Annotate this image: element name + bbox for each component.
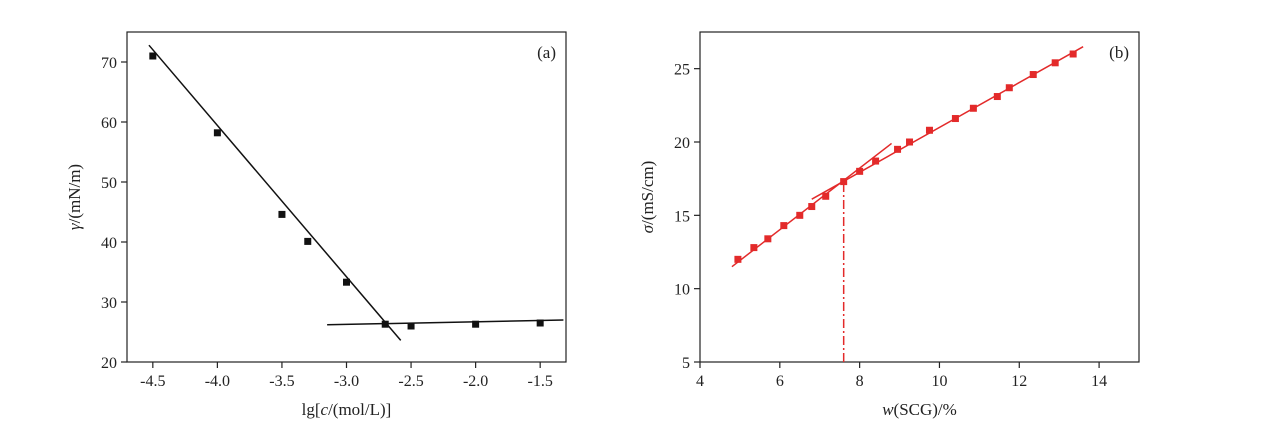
data-point xyxy=(1069,50,1077,58)
y-tick-label: 20 xyxy=(101,355,117,372)
data-point xyxy=(894,145,902,153)
data-point xyxy=(304,237,312,245)
data-point xyxy=(750,244,758,252)
y-axis-title: σ/(mS/cm) xyxy=(638,161,657,234)
y-tick-label: 15 xyxy=(674,208,690,225)
y-axis-title: γ/(mN/m) xyxy=(65,164,84,230)
data-point xyxy=(1005,84,1013,92)
plot-frame xyxy=(126,31,567,363)
x-tick-label: 8 xyxy=(856,373,864,390)
y-tick-label: 70 xyxy=(101,55,117,72)
x-tick-label: -4.0 xyxy=(205,373,230,390)
data-point xyxy=(951,115,959,123)
data-point xyxy=(969,104,977,112)
data-point xyxy=(925,126,933,134)
y-axis-title-part: /(mN/m) xyxy=(65,164,84,224)
x-tick-label: 14 xyxy=(1091,373,1107,390)
data-point xyxy=(734,255,742,263)
data-point xyxy=(407,322,415,330)
x-axis-title-part: c xyxy=(321,400,329,419)
x-tick-label: -3.0 xyxy=(334,373,359,390)
x-axis-title: w(SCG)/% xyxy=(882,400,957,419)
data-point xyxy=(840,178,848,186)
data-point xyxy=(536,319,544,327)
data-point xyxy=(796,211,804,219)
data-point xyxy=(780,222,788,230)
x-tick-label: 4 xyxy=(696,373,704,390)
fit-line xyxy=(327,319,564,326)
y-tick-label: 30 xyxy=(101,295,117,312)
data-point xyxy=(993,93,1001,101)
chart-panel-a: -4.5 -4.0 -3.5 -3.0 -2.5 -2.0 -1.5 20 30 40 50 60 70… xyxy=(65,31,567,419)
x-axis-title-part: w xyxy=(882,400,894,419)
x-axis-title-part: /(mol/L)] xyxy=(328,400,391,419)
x-axis-title-part: (SCG)/% xyxy=(894,400,957,419)
data-point xyxy=(872,157,880,165)
fit-line xyxy=(148,44,402,341)
data-point xyxy=(764,235,772,243)
y-tick-label: 5 xyxy=(682,355,690,372)
y-tick-label: 20 xyxy=(674,135,690,152)
panel-label: (b) xyxy=(1109,43,1129,62)
data-point xyxy=(381,320,389,328)
plot-frame xyxy=(699,31,1140,363)
y-tick-label: 50 xyxy=(101,175,117,192)
y-axis-title-part: γ xyxy=(65,222,84,230)
data-point xyxy=(278,210,286,218)
y-tick-label: 10 xyxy=(674,282,690,299)
x-tick-label: 12 xyxy=(1011,373,1027,390)
x-tick-label: 10 xyxy=(931,373,947,390)
data-point xyxy=(856,167,864,175)
fit-line xyxy=(811,46,1084,200)
x-axis-title: lg[c/(mol/L)] xyxy=(302,400,392,419)
chart-panel-b: 4 6 8 10 12 14 5 10 15 20 25 w(SCG)/% σ/(mS/cm) (b) xyxy=(638,31,1140,419)
x-tick-label: -1.5 xyxy=(528,373,553,390)
data-point xyxy=(213,129,221,137)
data-point xyxy=(906,138,914,146)
y-tick-label: 25 xyxy=(674,62,690,79)
data-point xyxy=(149,52,157,60)
x-tick-label: -2.5 xyxy=(398,373,423,390)
panel-label: (a) xyxy=(537,43,556,62)
data-point xyxy=(343,278,350,286)
y-axis-title-part: σ xyxy=(638,224,657,233)
x-tick-label: -4.5 xyxy=(140,373,165,390)
x-axis-title-part: lg[ xyxy=(302,400,321,419)
y-tick-label: 60 xyxy=(101,115,117,132)
data-point xyxy=(1051,59,1059,67)
y-tick-label: 40 xyxy=(101,235,117,252)
x-tick-label: -2.0 xyxy=(463,373,488,390)
x-tick-label: -3.5 xyxy=(269,373,294,390)
data-point xyxy=(822,192,830,200)
data-point xyxy=(808,203,816,211)
data-point xyxy=(1029,71,1037,79)
x-tick-label: 6 xyxy=(776,373,784,390)
y-axis-title-part: /(mS/cm) xyxy=(638,161,657,225)
data-point xyxy=(472,320,480,328)
